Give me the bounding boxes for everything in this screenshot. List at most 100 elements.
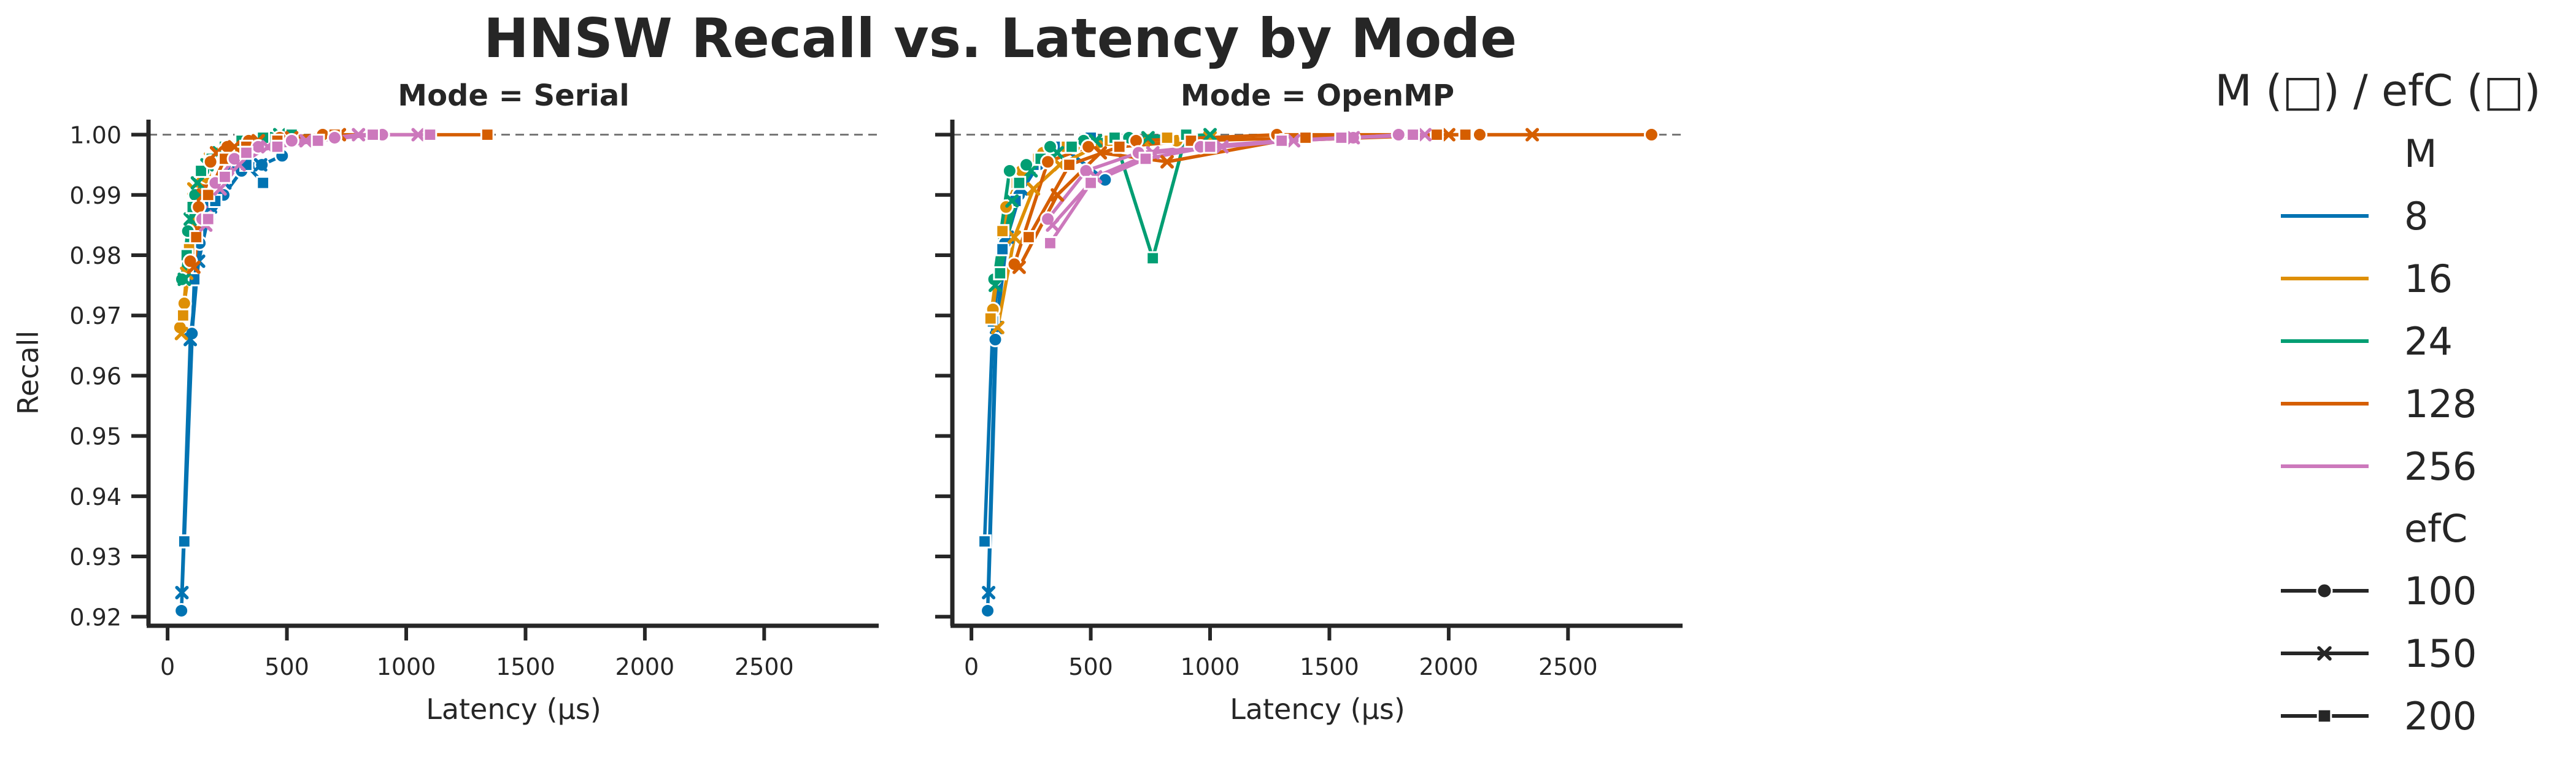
- point-m24-efc150: [1051, 146, 1065, 160]
- point-m8-efc200: [177, 534, 191, 548]
- legend-label-efc150: 150: [2404, 631, 2477, 676]
- point-m128-efc150: [1093, 146, 1108, 160]
- figure-title: HNSW Recall vs. Latency by Mode: [484, 7, 1517, 70]
- point-m128-efc150: [228, 140, 241, 154]
- point-m8-efc150-stroke-b: [175, 585, 189, 599]
- point-m256-efc150: [411, 128, 425, 142]
- point-m256-efc150-stroke-b: [232, 158, 246, 172]
- point-m128-efc200: [1298, 131, 1313, 145]
- point-m8-efc100: [980, 602, 996, 618]
- point-m24-efc150-stroke-b: [1141, 131, 1155, 145]
- point-m256-efc200: [239, 145, 253, 160]
- legend-marker-efc100: [2316, 582, 2333, 599]
- point-m256-efc150-stroke-b: [213, 182, 227, 196]
- point-m256-efc150-stroke-b: [1346, 131, 1360, 145]
- point-m256-efc150: [1046, 218, 1060, 232]
- point-m16-efc150-stroke-b: [1008, 230, 1022, 244]
- legend: M (□) / efC (□) M 8 16 24 128 256 efC 100 150…: [2215, 66, 2540, 739]
- legend-hue-title: M: [2404, 131, 2437, 176]
- point-m128-efc100: [202, 154, 218, 170]
- point-m128-efc200: [1022, 230, 1036, 244]
- legend-label-m24: 24: [2404, 319, 2453, 364]
- point-m256-efc150: [299, 134, 313, 148]
- point-m8-efc200: [256, 175, 271, 190]
- point-m128-efc200: [1458, 128, 1473, 142]
- point-m256-efc150-stroke-b: [1046, 218, 1060, 232]
- point-m24-efc200: [993, 266, 1008, 280]
- point-m128-efc200: [1430, 128, 1444, 142]
- point-m128-efc100: [1040, 154, 1056, 170]
- point-m8-efc100: [987, 331, 1003, 347]
- legend-marker-efc150: [2317, 646, 2332, 661]
- x-tick-label: 2000: [1419, 653, 1479, 680]
- point-m128-efc100: [1128, 133, 1144, 148]
- panel-openmp: Mode = OpenMP 0 500 1000 1500 2000 2500 Latency…: [935, 79, 1683, 726]
- point-m256-efc200: [1203, 139, 1217, 154]
- point-m24-efc150: [989, 279, 1002, 293]
- point-m128-efc150: [1525, 128, 1539, 142]
- point-m24-efc200: [1012, 175, 1027, 190]
- x-tick-label: 1000: [1181, 653, 1240, 680]
- point-m24-efc200: [1065, 139, 1079, 154]
- series-group: [978, 127, 1659, 618]
- point-m16-efc100: [176, 296, 192, 312]
- series-group: [172, 127, 495, 618]
- x-tick-label: 500: [264, 653, 309, 680]
- point-m256-efc200: [270, 139, 285, 154]
- point-m256-efc150: [1418, 128, 1432, 142]
- point-m24-efc150-stroke-b: [1203, 128, 1217, 142]
- point-m24-efc150: [1024, 164, 1038, 178]
- point-m24-efc200: [1146, 251, 1160, 266]
- point-m256-efc200: [423, 128, 438, 142]
- point-m8-efc150: [175, 585, 189, 599]
- point-m256-efc200: [1334, 131, 1349, 145]
- x-tick-label: 500: [1068, 653, 1113, 680]
- y-tick-label: 0.96: [69, 363, 121, 390]
- point-m256-efc150-stroke-b: [1215, 140, 1229, 154]
- x-tick-label: 0: [160, 653, 175, 680]
- point-m256-efc150-stroke-b: [1418, 128, 1432, 142]
- x-axis-label: Latency (µs): [1230, 693, 1405, 726]
- point-m8-efc150: [253, 158, 268, 172]
- point-m24-efc150-stroke-b: [989, 279, 1002, 293]
- point-m128-efc150-stroke-b: [187, 260, 201, 274]
- y-tick-label: 0.98: [69, 242, 121, 269]
- point-m24-efc150: [177, 272, 191, 287]
- point-m128-efc150-stroke-b: [1525, 128, 1539, 142]
- point-m256-efc100: [326, 129, 342, 145]
- point-m8-efc200: [995, 242, 1010, 256]
- y-tick-label: 0.99: [69, 182, 121, 209]
- y-tick-label: 0.97: [69, 302, 121, 329]
- point-m24-efc150: [183, 212, 198, 226]
- point-m8-efc150: [183, 333, 198, 347]
- point-m16-efc200: [1160, 131, 1174, 145]
- point-m16-efc150: [174, 326, 188, 340]
- point-m16-efc200: [175, 308, 190, 323]
- point-m128-efc150-stroke-b: [1051, 188, 1065, 202]
- legend-style-title: efC: [2404, 506, 2467, 551]
- y-tick-label: 0.93: [69, 544, 121, 571]
- point-m128-efc150-stroke-b: [1093, 146, 1108, 160]
- subplot-title: Mode = OpenMP: [1181, 79, 1454, 113]
- x-tick-label: 2000: [615, 653, 675, 680]
- point-m16-efc150-stroke-b: [1027, 182, 1041, 196]
- point-m256-efc200: [310, 133, 325, 148]
- point-m8-efc150-stroke-b: [982, 585, 996, 599]
- point-m256-efc200: [1406, 128, 1420, 142]
- x-tick-label: 1500: [496, 653, 555, 680]
- point-m128-efc100: [1643, 127, 1659, 143]
- point-m24-efc200: [194, 164, 208, 178]
- legend-marker-efc150-stroke-b: [2317, 646, 2332, 661]
- x-tick-label: 0: [964, 653, 979, 680]
- point-m24-efc100: [1001, 163, 1017, 179]
- point-m128-efc150-stroke-b: [1441, 128, 1456, 142]
- point-m24-efc150-stroke-b: [183, 212, 198, 226]
- y-axis-label: Recall: [12, 331, 45, 415]
- point-m128-efc200: [480, 128, 495, 142]
- point-m256-efc200: [1138, 152, 1153, 166]
- point-m128-efc200: [189, 230, 204, 244]
- x-tick-label: 1000: [377, 653, 436, 680]
- point-m256-efc200: [201, 212, 215, 226]
- x-tick-label: 2500: [735, 653, 794, 680]
